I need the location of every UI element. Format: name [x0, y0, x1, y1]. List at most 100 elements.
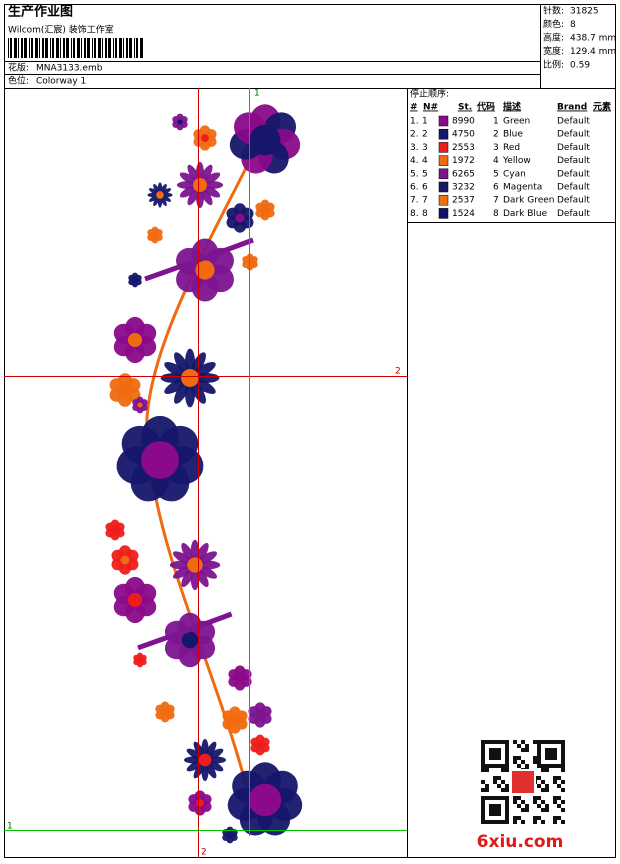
row-index: 7.: [410, 196, 419, 206]
flower-center: [152, 232, 158, 238]
row-needle: 3: [422, 143, 428, 153]
qr-cell: [481, 756, 485, 760]
row-description: Dark Green: [503, 196, 554, 206]
qr-cell: [557, 776, 561, 780]
bar: [63, 38, 65, 58]
qr-cell: [501, 740, 505, 744]
qr-cell: [521, 800, 525, 804]
qr-cell: [481, 752, 485, 756]
qr-cell: [545, 740, 549, 744]
qr-cell: [517, 796, 521, 800]
qr-cell: [497, 804, 501, 808]
qr-cell: [489, 804, 493, 808]
flower-center: [127, 592, 143, 608]
qr-cell: [481, 748, 485, 752]
qr-cell: [505, 800, 509, 804]
qr-cell: [533, 740, 537, 744]
qr-cell: [505, 784, 509, 788]
qr-cell: [493, 756, 497, 760]
color-swatch: [438, 168, 449, 180]
flower-center: [177, 119, 183, 125]
row-code: 7: [493, 196, 499, 206]
row-brand: Default: [557, 169, 590, 179]
row-code: 1: [493, 117, 499, 127]
qr-cell: [493, 812, 497, 816]
qr-cell: [537, 796, 541, 800]
column-header: Brand: [557, 103, 587, 113]
bar: [14, 38, 17, 58]
qr-cell: [537, 784, 541, 788]
row-brand: Default: [557, 143, 590, 153]
qr-cell: [545, 768, 549, 772]
title: 生产作业图: [8, 4, 73, 20]
flower-center: [181, 631, 199, 649]
flower-center: [156, 191, 164, 199]
embroidery-design: [105, 104, 303, 844]
qr-cell: [561, 764, 565, 768]
bar: [50, 38, 51, 58]
colorway-label: 色位:: [8, 75, 29, 87]
qr-cell: [501, 796, 505, 800]
guide-label: 2: [395, 367, 401, 377]
row-code: 4: [493, 156, 499, 166]
outer-border: [4, 4, 616, 858]
qr-cell: [481, 820, 485, 824]
bar: [42, 38, 44, 58]
row-description: Dark Blue: [503, 209, 548, 219]
qr-cell: [505, 796, 509, 800]
qr-cell: [537, 804, 541, 808]
qr-cell: [505, 740, 509, 744]
column-header: 代码: [476, 101, 495, 113]
qr-cell: [501, 788, 505, 792]
qr-cell: [545, 808, 549, 812]
qr-cell: [549, 764, 553, 768]
qr-cell: [493, 804, 497, 808]
row-code: 8: [493, 209, 499, 219]
bar: [119, 38, 122, 58]
qr-cell: [485, 764, 489, 768]
qr-cell: [497, 812, 501, 816]
bar: [71, 38, 72, 58]
qr-cell: [493, 796, 497, 800]
flower-center: [235, 213, 245, 223]
qr-cell: [505, 812, 509, 816]
bar: [73, 38, 75, 58]
leaf: [137, 611, 233, 651]
qr-cell: [553, 800, 557, 804]
qr-cell: [533, 820, 537, 824]
qr-cell: [481, 764, 485, 768]
row-stitches: 4750: [452, 130, 475, 140]
flower-center: [248, 783, 282, 817]
qr-cell: [517, 756, 521, 760]
qr-cell: [493, 780, 497, 784]
row-code: 3: [493, 143, 499, 153]
row-stitches: 8990: [452, 117, 475, 127]
row-brand: Default: [557, 196, 590, 206]
bar: [115, 38, 117, 58]
qr-cell: [505, 808, 509, 812]
bar: [94, 38, 96, 58]
row-stitches: 1524: [452, 209, 475, 219]
qr-cell: [485, 768, 489, 772]
qr-cell: [513, 740, 517, 744]
bar: [98, 38, 101, 58]
row-brand: Default: [557, 209, 590, 219]
qr-cell: [505, 760, 509, 764]
qr-cell: [493, 820, 497, 824]
flower-center: [249, 124, 281, 156]
flower-center: [111, 526, 119, 534]
qr-cell: [533, 756, 537, 760]
leaf: [144, 237, 254, 282]
row-index: 8.: [410, 209, 419, 219]
qr-cell: [485, 740, 489, 744]
row-stitches: 2553: [452, 143, 475, 153]
bar: [39, 38, 40, 58]
bar: [140, 38, 143, 58]
bar: [134, 38, 135, 58]
qr-cell: [545, 788, 549, 792]
flower-center: [256, 711, 264, 719]
row-code: 5: [493, 169, 499, 179]
stat-label: 高度:: [543, 32, 564, 44]
row-index: 3.: [410, 143, 419, 153]
qr-cell: [493, 752, 497, 756]
